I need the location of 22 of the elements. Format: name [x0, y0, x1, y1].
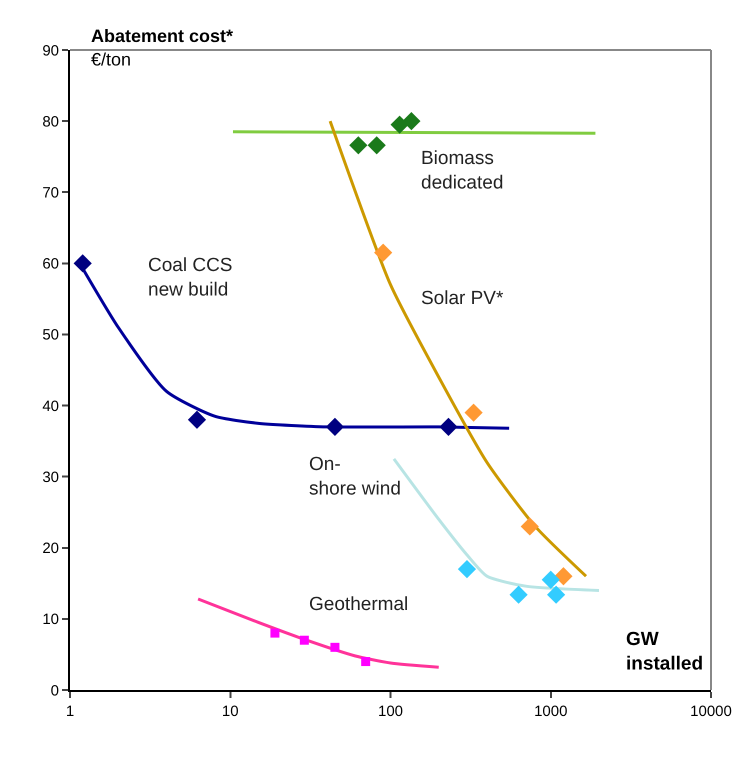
x-tick-label: 1	[66, 703, 74, 720]
y-tick-label: 10	[42, 611, 59, 628]
y-tick-label: 20	[42, 540, 59, 558]
x-tick-label: 100	[378, 703, 404, 720]
y-tick-label: 80	[42, 113, 59, 130]
series-label: Biomass dedicated	[421, 148, 504, 194]
series-label: On- shore wind	[309, 454, 401, 500]
y-tick-label: 40	[42, 398, 59, 415]
y-tick-label: 90	[42, 42, 59, 60]
y-tick-label: 0	[50, 682, 59, 700]
y-tick-label: 60	[42, 256, 59, 273]
series-label: Geothermal	[309, 594, 408, 615]
y-tick-label: 30	[42, 468, 59, 486]
text: Coal CCS new build	[148, 255, 232, 301]
text: Solar PV*	[421, 288, 504, 309]
x-axis-title: GW installed	[626, 629, 704, 675]
y-tick-label: 70	[42, 184, 59, 202]
x-tick-label: 10000	[690, 703, 732, 720]
y-tick-label: 50	[42, 326, 59, 344]
x-tick-label: 10	[222, 703, 239, 720]
x-tick-label: 1000	[534, 703, 568, 720]
y-axis-title: Abatement cost* €/ton	[91, 26, 234, 70]
